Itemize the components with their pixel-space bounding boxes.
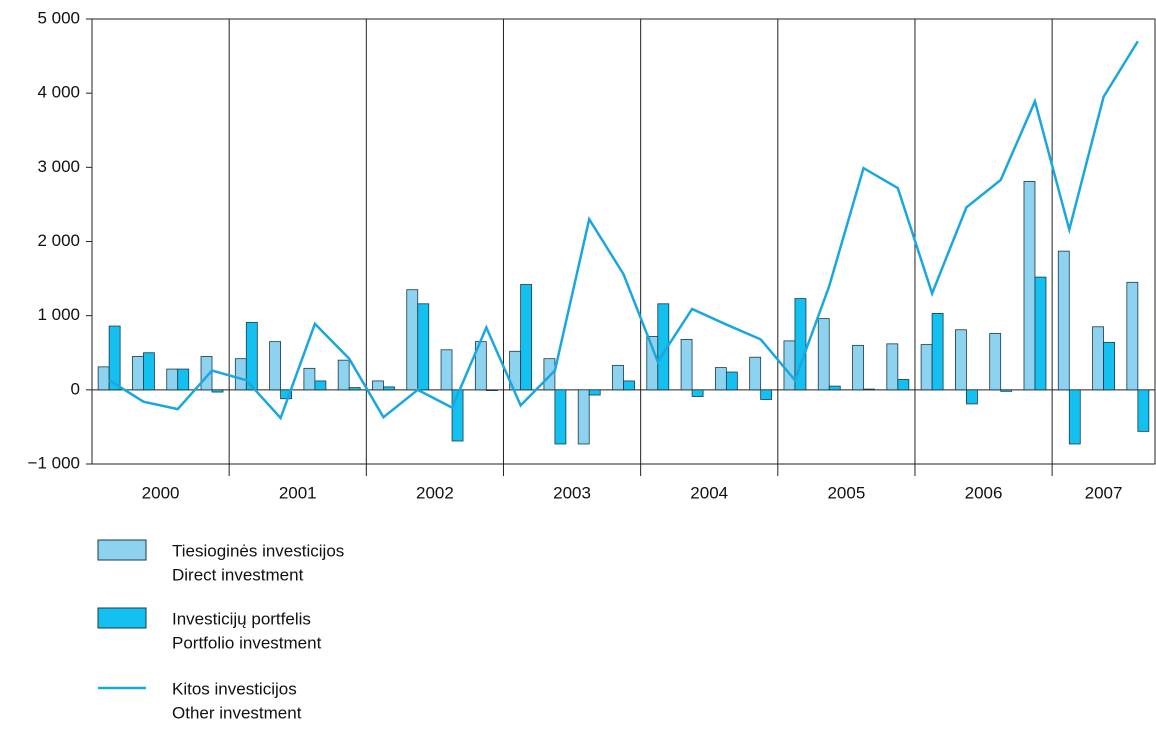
bar	[166, 368, 179, 391]
bar	[554, 389, 567, 445]
bar	[451, 389, 464, 442]
bar	[132, 356, 144, 391]
bar	[337, 359, 350, 391]
plot-frame	[91, 18, 1156, 465]
bar	[177, 368, 190, 391]
bar	[211, 389, 224, 393]
bar	[886, 343, 899, 391]
bar	[1092, 326, 1104, 391]
bar	[406, 289, 419, 391]
bar	[440, 349, 453, 391]
y-tick-label: 5 000	[37, 8, 80, 27]
bar	[1034, 276, 1047, 391]
bar	[1000, 389, 1013, 392]
x-group-label: 2001	[279, 483, 317, 502]
bar	[714, 367, 727, 391]
bar	[852, 344, 864, 391]
x-group-label: 2000	[142, 483, 180, 502]
bar	[200, 356, 213, 391]
bar	[828, 385, 841, 391]
legend-label: Investicijų portfelis	[172, 609, 311, 628]
bar	[417, 303, 430, 391]
bar	[143, 352, 155, 391]
legend-label: Other investment	[172, 703, 302, 722]
bar	[612, 364, 624, 391]
bar	[817, 318, 830, 391]
bar	[989, 333, 1002, 391]
bar	[1103, 341, 1115, 391]
y-tick-label: 1 000	[37, 305, 80, 324]
bar	[485, 389, 498, 391]
y-tick-label: 4 000	[37, 83, 80, 102]
legend-swatch	[97, 607, 147, 629]
bar	[303, 367, 316, 391]
bar	[1068, 389, 1081, 445]
bar	[97, 366, 110, 391]
bar	[1057, 250, 1070, 391]
bar	[966, 389, 978, 405]
bar	[588, 389, 601, 396]
y-tick-label: 3 000	[37, 157, 80, 176]
x-group-label: 2004	[690, 483, 728, 502]
bar	[520, 284, 533, 391]
bar	[269, 341, 281, 391]
bar	[691, 389, 704, 397]
bar	[725, 371, 738, 391]
y-tick-label: −1 000	[28, 453, 80, 472]
bar	[245, 321, 258, 391]
x-group-label: 2003	[553, 483, 591, 502]
legend-label: Tiesioginės investicijos	[172, 541, 344, 560]
x-group-label: 2002	[416, 483, 454, 502]
bar	[1137, 389, 1150, 432]
legend-label: Kitos investicijos	[172, 679, 297, 698]
bar	[108, 325, 121, 391]
line	[108, 40, 1139, 421]
bar	[897, 379, 910, 391]
bar	[623, 380, 635, 391]
bar	[931, 313, 944, 391]
bar	[372, 380, 384, 391]
legend-label: Portfolio investment	[172, 633, 322, 652]
bar	[280, 389, 292, 400]
bar	[955, 329, 967, 391]
legend-label: Direct investment	[172, 565, 304, 584]
x-group-label: 2005	[827, 483, 865, 502]
bar	[314, 380, 327, 391]
bar	[920, 344, 933, 391]
bar	[760, 389, 773, 400]
bar	[234, 358, 247, 391]
bar	[383, 386, 395, 391]
bar	[680, 338, 693, 391]
bar	[577, 389, 590, 445]
x-group-label: 2006	[965, 483, 1003, 502]
y-tick-label: 0	[71, 379, 80, 398]
bar	[794, 298, 807, 391]
bar	[783, 340, 796, 391]
bar	[348, 387, 361, 391]
bar	[1126, 281, 1139, 391]
y-tick-label: 2 000	[37, 231, 80, 250]
x-group-label: 2007	[1085, 483, 1123, 502]
bar	[543, 358, 556, 391]
legend-swatch	[97, 539, 147, 561]
bar	[749, 356, 762, 391]
bar	[1023, 181, 1036, 391]
bar	[863, 388, 875, 391]
